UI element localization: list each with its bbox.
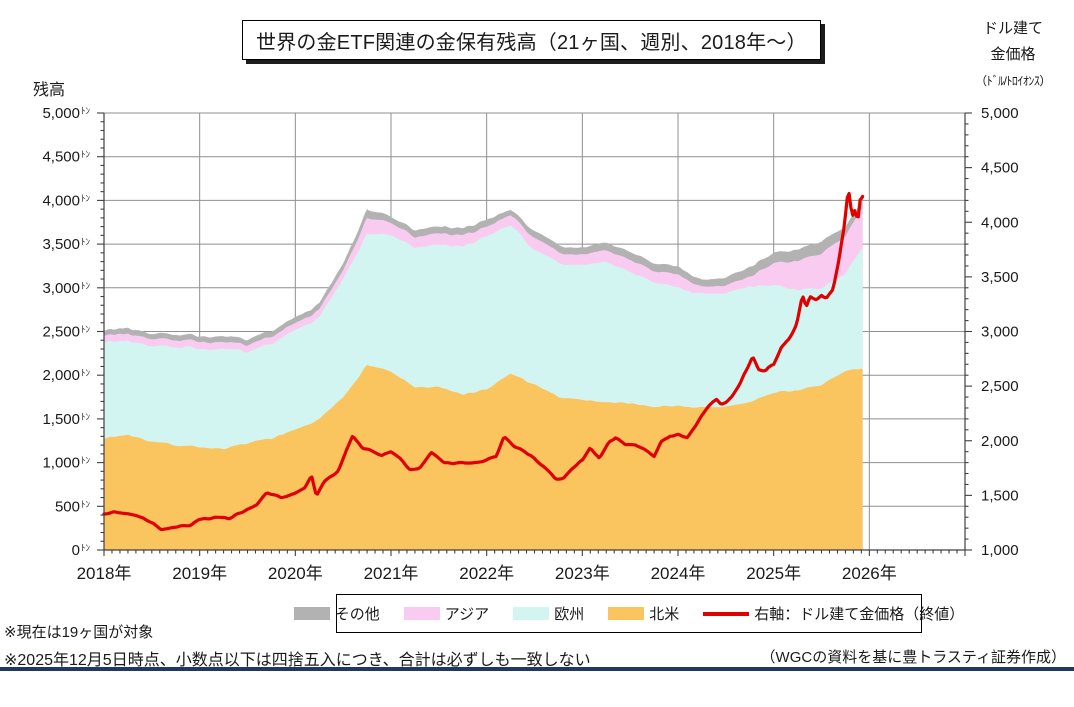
chart-title: 世界の金ETF関連の金保有残高（21ヶ国、週別、2018年～） (242, 20, 821, 60)
area-north-america (104, 365, 863, 550)
footnote-asof-date: ※2025年12月5日時点、小数点以下は四捨五入につき、合計は必ずしも一致しない (4, 652, 591, 669)
left-axis-tick-label: 1,500ﾄﾝ (42, 411, 90, 428)
bottom-rule (0, 667, 1074, 671)
left-axis-unit: ﾄﾝ (81, 106, 91, 116)
left-axis-tick-label: 1,000ﾄﾝ (42, 455, 90, 472)
left-axis-unit: ﾄﾝ (81, 193, 91, 203)
left-axis-unit: ﾄﾝ (81, 281, 91, 291)
right-axis-tick-label: 4,000 (981, 214, 1019, 231)
x-axis-year-label: 2025年 (746, 564, 801, 583)
legend-label-north-america: 北米 (649, 606, 680, 623)
left-axis-tick-label: 3,500ﾄﾝ (42, 236, 90, 253)
europe-swatch-icon (513, 607, 550, 620)
right-axis-title: ドル建て 金価格 （ﾄﾞﾙ/ﾄﾛｲｵﾝｽ） (955, 16, 1071, 94)
x-axis-year-label: 2020年 (268, 564, 323, 583)
left-axis-tick-label: 0ﾄﾝ (72, 542, 91, 559)
x-axis-year-label: 2024年 (651, 564, 706, 583)
right-axis-unit: （ﾄﾞﾙ/ﾄﾛｲｵﾝｽ） (975, 74, 1051, 88)
left-axis-tick-label: 2,000ﾄﾝ (42, 367, 90, 384)
gold-etf-holdings-chart: 0ﾄﾝ500ﾄﾝ1,000ﾄﾝ1,500ﾄﾝ2,000ﾄﾝ2,500ﾄﾝ3,00… (42, 105, 1019, 583)
right-axis-tick-label: 3,000 (981, 324, 1019, 341)
legend-item-gold-price: 右軸：ドル建て金価格（終値） (703, 603, 964, 624)
x-axis-year-label: 2021年 (364, 564, 419, 583)
legend-label-gold-price: 右軸：ドル建て金価格（終値） (754, 606, 965, 623)
legend-item-north-america: 北米 (608, 603, 679, 624)
right-axis-tick-label: 1,500 (981, 487, 1019, 504)
left-axis-tick-label: 2,500ﾄﾝ (42, 324, 90, 341)
other-swatch-icon (293, 607, 330, 620)
legend-item-asia: アジア (403, 603, 490, 624)
right-axis-tick-label: 1,000 (981, 542, 1019, 559)
legend-item-other: その他 (293, 603, 380, 624)
legend-item-europe: 欧州 (513, 603, 584, 624)
gold-price-line-icon (703, 611, 750, 616)
left-axis-tick-label: 3,000ﾄﾝ (42, 280, 90, 297)
left-axis-unit: ﾄﾝ (81, 456, 91, 466)
x-axis-year-label: 2026年 (842, 564, 897, 583)
legend-label-asia: アジア (444, 606, 490, 623)
left-axis-tick-label: 4,500ﾄﾝ (42, 149, 90, 166)
left-axis-unit: ﾄﾝ (81, 412, 91, 422)
right-axis-tick-label: 3,500 (981, 269, 1019, 286)
x-axis-year-label: 2019年 (172, 564, 227, 583)
right-axis-tick-label: 4,500 (981, 160, 1019, 177)
north-america-swatch-icon (608, 607, 645, 620)
left-axis-unit: ﾄﾝ (81, 237, 91, 247)
legend-label-other: その他 (334, 606, 380, 623)
left-axis-unit: ﾄﾝ (81, 368, 91, 378)
x-axis-year-label: 2022年 (459, 564, 514, 583)
footnote-countries: ※現在は19ヶ国が対象 (4, 624, 154, 641)
left-axis-tick-label: 5,000ﾄﾝ (42, 105, 90, 122)
left-axis-unit: ﾄﾝ (81, 543, 91, 553)
asia-swatch-icon (403, 607, 440, 620)
chart-legend: その他 アジア 欧州 北米 右軸：ドル建て金価格（終値） (293, 594, 964, 633)
left-axis-title: 残高 (33, 82, 66, 99)
right-axis-tick-label: 2,000 (981, 433, 1019, 450)
right-axis-title-line1: ドル建て (982, 20, 1043, 37)
left-axis-tick-label: 500ﾄﾝ (55, 498, 91, 515)
left-axis-tick-label: 4,000ﾄﾝ (42, 192, 90, 209)
legend-label-europe: 欧州 (554, 606, 585, 623)
right-axis-tick-label: 5,000 (981, 105, 1019, 122)
left-axis-unit: ﾄﾝ (81, 150, 91, 160)
x-axis-year-label: 2018年 (77, 564, 132, 583)
source-attribution: （WGCの資料を基に豊トラスティ証券作成） (760, 649, 1066, 666)
gold-price-line (102, 191, 865, 532)
left-axis-unit: ﾄﾝ (81, 325, 91, 335)
right-axis-tick-label: 2,500 (981, 378, 1019, 395)
x-axis-year-label: 2023年 (555, 564, 610, 583)
right-axis-title-line2: 金価格 (990, 46, 1036, 63)
left-axis-unit: ﾄﾝ (81, 499, 91, 509)
